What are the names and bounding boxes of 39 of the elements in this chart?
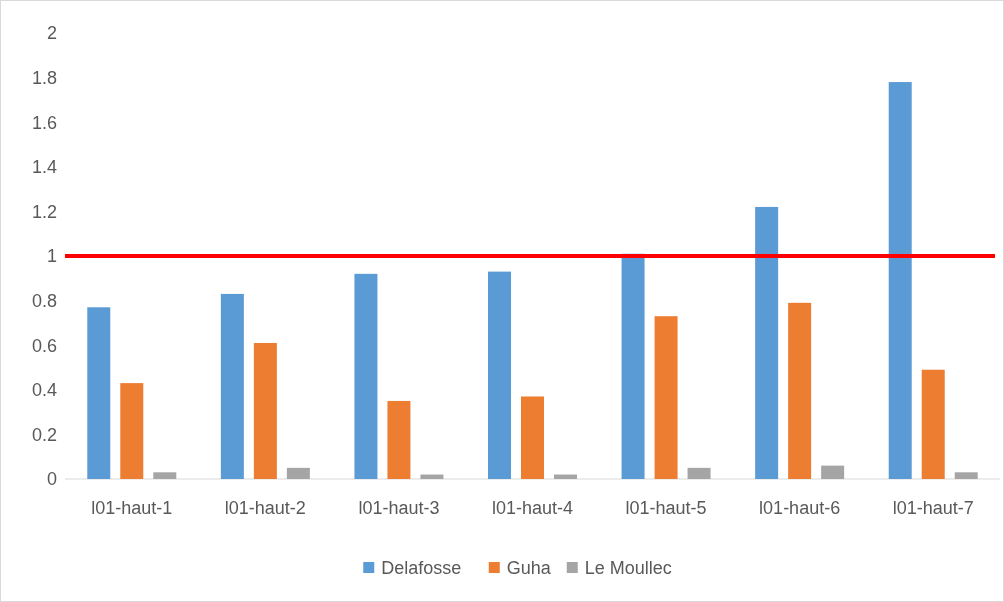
y-tick-label: 0.4	[31, 380, 57, 401]
y-tick-label: 0.2	[31, 424, 57, 445]
bar	[821, 465, 845, 479]
x-tick-label: l01-haut-1	[91, 498, 173, 518]
bar	[954, 472, 978, 479]
y-tick-label: 0	[46, 469, 57, 490]
y-tick-label: 1.6	[31, 112, 57, 133]
bar	[755, 206, 779, 479]
y-tick-label: 0.8	[31, 290, 57, 311]
bar	[253, 342, 277, 479]
bar	[354, 273, 378, 479]
bar	[888, 82, 912, 479]
bar	[488, 271, 511, 479]
bar	[87, 307, 111, 479]
legend-label: Le Moullec	[584, 558, 672, 579]
bar	[921, 369, 945, 479]
y-tick-label: 1.2	[31, 201, 57, 222]
bar	[687, 467, 711, 479]
bar	[654, 316, 678, 479]
bar	[120, 383, 144, 479]
x-tick-label: l01-haut-7	[892, 498, 974, 518]
y-tick-label: 2	[46, 23, 57, 44]
y-tick-label: 1.8	[31, 67, 57, 88]
bar	[387, 400, 411, 479]
y-tick-label: 1	[46, 246, 57, 267]
bar	[521, 396, 544, 479]
legend-label: Delafosse	[381, 558, 462, 579]
x-tick-label: l01-haut-3	[358, 498, 440, 518]
x-tick-label: l01-haut-6	[759, 498, 841, 518]
y-tick-label: 1.4	[31, 157, 57, 178]
y-tick-label: 0.6	[31, 335, 57, 356]
legend-label: Guha	[506, 558, 552, 579]
x-tick-label: l01-haut-4	[491, 498, 574, 518]
bar	[286, 467, 310, 479]
x-tick-label: l01-haut-5	[625, 498, 707, 518]
bar	[788, 302, 812, 479]
bar	[153, 472, 177, 479]
x-tick-label: l01-haut-2	[224, 498, 306, 518]
bar	[220, 293, 244, 479]
